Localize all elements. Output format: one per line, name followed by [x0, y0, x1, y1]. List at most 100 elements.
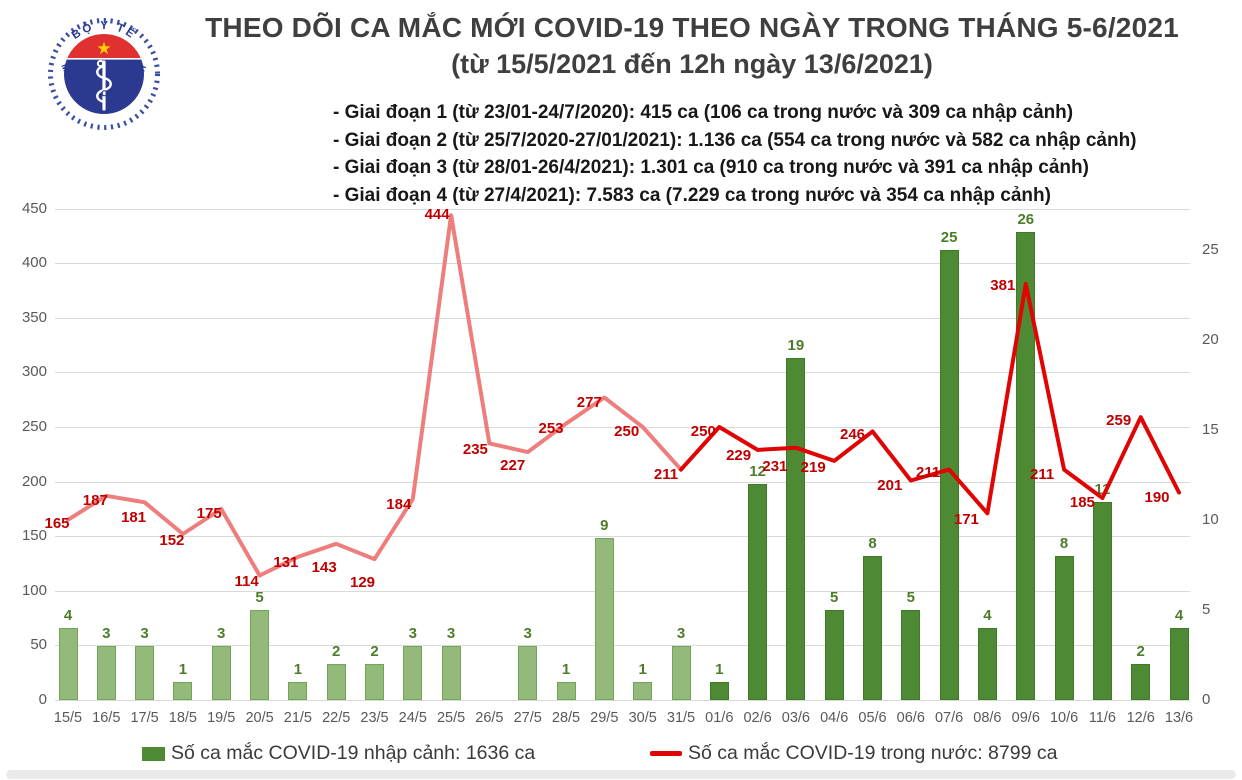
bar-27/5 — [518, 646, 538, 700]
y-axis-label-left: 200 — [21, 472, 47, 490]
bar-value-label: 2 — [1136, 643, 1145, 660]
bar-23/5 — [365, 664, 384, 700]
y-axis-label-left: 450 — [21, 199, 47, 217]
x-axis-label: 18/5 — [168, 710, 197, 726]
bar-25/5 — [441, 646, 461, 700]
line-value-label: 229 — [726, 446, 752, 464]
legend-item-domestic-cases: Số ca mắc COVID-19 trong nước: 8799 ca — [650, 742, 1057, 765]
line-value-label: 175 — [196, 504, 222, 522]
bar-value-label: 3 — [140, 625, 149, 642]
bar-value-label: 4 — [1174, 607, 1184, 624]
line-value-label: 211 — [1029, 465, 1055, 483]
logo-star-icon: ★ — [96, 39, 111, 58]
bar-22/5 — [326, 664, 346, 700]
bar-value-label: 3 — [408, 625, 417, 642]
line-value-label: 152 — [159, 532, 185, 549]
ministry-of-health-logo: ★ BỘ Y TẾ MINISTRY OF HEALTH — [48, 18, 160, 130]
bar-04/6 — [824, 610, 844, 700]
bar-12/6 — [1131, 664, 1151, 700]
y-axis-label-left: 0 — [38, 691, 47, 708]
page-title: THEO DÕI CA MẮC MỚI COVID-19 THEO NGÀY T… — [205, 12, 1179, 43]
bar-01/6 — [709, 682, 729, 700]
x-axis-label: 04/6 — [820, 710, 849, 726]
y-axis-label-left: 250 — [21, 418, 47, 435]
bar-value-label: 3 — [446, 625, 456, 642]
bar-value-label: 1 — [178, 661, 188, 678]
bar-value-label: 1 — [638, 661, 647, 678]
line-value-label: 190 — [1144, 488, 1170, 506]
line-value-label: 227 — [500, 457, 526, 475]
bar-02/6 — [748, 484, 768, 700]
line-value-label: 211 — [653, 465, 679, 483]
x-axis-label: 25/5 — [436, 710, 466, 726]
bar-value-label: 25 — [940, 229, 958, 246]
line-value-label: 185 — [1069, 494, 1095, 511]
legend: Số ca mắc COVID-19 nhập cảnh: 1636 ca Số… — [0, 742, 1242, 772]
x-axis-label: 12/6 — [1126, 710, 1155, 726]
bar-value-label: 2 — [332, 643, 341, 660]
bar-value-label: 26 — [1017, 211, 1035, 228]
bar-28/5 — [556, 682, 576, 700]
bar-value-label: 5 — [830, 589, 839, 606]
bar-30/5 — [633, 682, 653, 700]
x-axis-label: 31/5 — [666, 710, 696, 726]
phase-line-1: - Giai đoạn 1 (từ 23/01-24/7/2020): 415 … — [333, 102, 1074, 123]
x-axis-label: 26/5 — [475, 710, 504, 726]
bar-08/6 — [977, 628, 997, 700]
line-value-label: 165 — [44, 514, 70, 532]
x-axis-label: 24/5 — [398, 710, 427, 726]
x-axis-label: 08/6 — [973, 710, 1002, 726]
bar-16/5 — [96, 646, 116, 700]
bar-17/5 — [135, 646, 155, 700]
y-axis-label-right: 5 — [1202, 601, 1211, 618]
x-axis-label: 17/5 — [130, 710, 159, 726]
line-value-label: 219 — [800, 458, 826, 476]
gridline — [55, 208, 1190, 210]
line-value-label: 231 — [762, 457, 788, 475]
y-axis-label-right: 20 — [1202, 331, 1219, 348]
bar-19/5 — [211, 646, 231, 700]
x-axis-label: 10/6 — [1049, 710, 1079, 726]
legend-label-domestic: Số ca mắc COVID-19 trong nước: 8799 ca — [688, 742, 1058, 764]
gridline — [55, 700, 1190, 701]
y-axis-label-left: 300 — [21, 363, 47, 381]
bar-11/6 — [1092, 502, 1112, 700]
bar-value-label: 3 — [217, 625, 226, 642]
phase-line-2: - Giai đoạn 2 (từ 25/7/2020-27/01/2021):… — [333, 129, 1137, 151]
horizontal-scrollbar[interactable] — [6, 770, 1236, 779]
y-axis-label-left: 50 — [30, 636, 47, 654]
line-value-label: 211 — [915, 463, 941, 481]
bar-31/5 — [671, 646, 691, 700]
bar-value-label: 8 — [1059, 535, 1069, 552]
line-value-label: 246 — [839, 426, 866, 444]
line-value-label: 250 — [690, 423, 716, 440]
phase-line-4: - Giai đoạn 4 (từ 27/4/2021): 7.583 ca (… — [333, 184, 1051, 206]
y-axis-label-right: 10 — [1202, 511, 1219, 528]
line-value-label: 114 — [234, 572, 259, 590]
bar-value-label: 1 — [293, 661, 303, 678]
x-axis-label: 03/6 — [781, 710, 810, 726]
phase-summary: - Giai đoạn 1 (từ 23/01-24/7/2020): 415 … — [333, 99, 1137, 209]
bar-21/5 — [288, 682, 308, 700]
x-axis-label: 20/5 — [245, 710, 274, 726]
line-value-label: 259 — [1106, 412, 1132, 430]
bar-value-label: 5 — [255, 589, 264, 606]
line-value-label: 253 — [538, 419, 564, 437]
x-axis-label: 07/6 — [934, 710, 964, 726]
bar-value-label: 3 — [676, 625, 686, 642]
bar-value-label: 3 — [523, 625, 532, 642]
x-axis-label: 22/5 — [322, 710, 351, 726]
x-axis-label: 06/6 — [896, 710, 925, 726]
bar-value-label: 2 — [370, 643, 379, 660]
x-axis-label: 15/5 — [53, 710, 83, 726]
bar-05/6 — [863, 556, 882, 700]
y-axis-label-right: 15 — [1202, 421, 1219, 438]
x-axis-label: 02/6 — [743, 710, 772, 726]
line-value-label: 277 — [576, 393, 602, 411]
bar-value-label: 1 — [715, 661, 724, 678]
line-value-label: 181 — [121, 509, 147, 527]
x-axis-label: 11/6 — [1088, 710, 1116, 726]
bar-value-label: 4 — [983, 607, 992, 624]
line-value-label: 131 — [273, 553, 299, 571]
x-axis-label: 05/6 — [858, 710, 887, 726]
